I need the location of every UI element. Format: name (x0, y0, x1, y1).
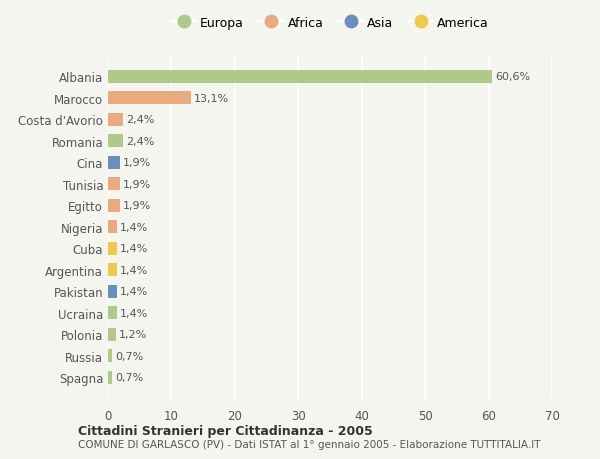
Text: 1,4%: 1,4% (120, 286, 148, 297)
Text: 13,1%: 13,1% (194, 94, 229, 104)
Text: COMUNE DI GARLASCO (PV) - Dati ISTAT al 1° gennaio 2005 - Elaborazione TUTTITALI: COMUNE DI GARLASCO (PV) - Dati ISTAT al … (78, 440, 541, 449)
Bar (108, 157, 120, 169)
Text: 2,4%: 2,4% (127, 136, 155, 146)
Text: 1,9%: 1,9% (123, 201, 151, 211)
Text: Cittadini Stranieri per Cittadinanza - 2005: Cittadini Stranieri per Cittadinanza - 2… (78, 424, 373, 437)
Bar (108, 285, 117, 298)
Bar (108, 242, 117, 255)
Bar (108, 371, 112, 384)
Text: 1,4%: 1,4% (120, 265, 148, 275)
Bar (108, 178, 120, 191)
Text: 1,9%: 1,9% (123, 179, 151, 189)
Text: 0,7%: 0,7% (116, 351, 144, 361)
Text: 1,4%: 1,4% (120, 308, 148, 318)
Bar (108, 92, 191, 105)
Bar (108, 263, 117, 276)
Bar (108, 71, 493, 84)
Text: 0,7%: 0,7% (116, 372, 144, 382)
Text: 1,4%: 1,4% (120, 244, 148, 254)
Legend: Europa, Africa, Asia, America: Europa, Africa, Asia, America (171, 17, 489, 29)
Bar (108, 307, 117, 319)
Bar (108, 221, 117, 234)
Text: 2,4%: 2,4% (127, 115, 155, 125)
Bar (108, 328, 116, 341)
Bar (108, 135, 123, 148)
Text: 60,6%: 60,6% (496, 72, 530, 82)
Bar (108, 199, 120, 212)
Text: 1,9%: 1,9% (123, 158, 151, 168)
Bar (108, 349, 112, 362)
Bar (108, 113, 123, 127)
Text: 1,4%: 1,4% (120, 222, 148, 232)
Text: 1,2%: 1,2% (119, 330, 147, 339)
